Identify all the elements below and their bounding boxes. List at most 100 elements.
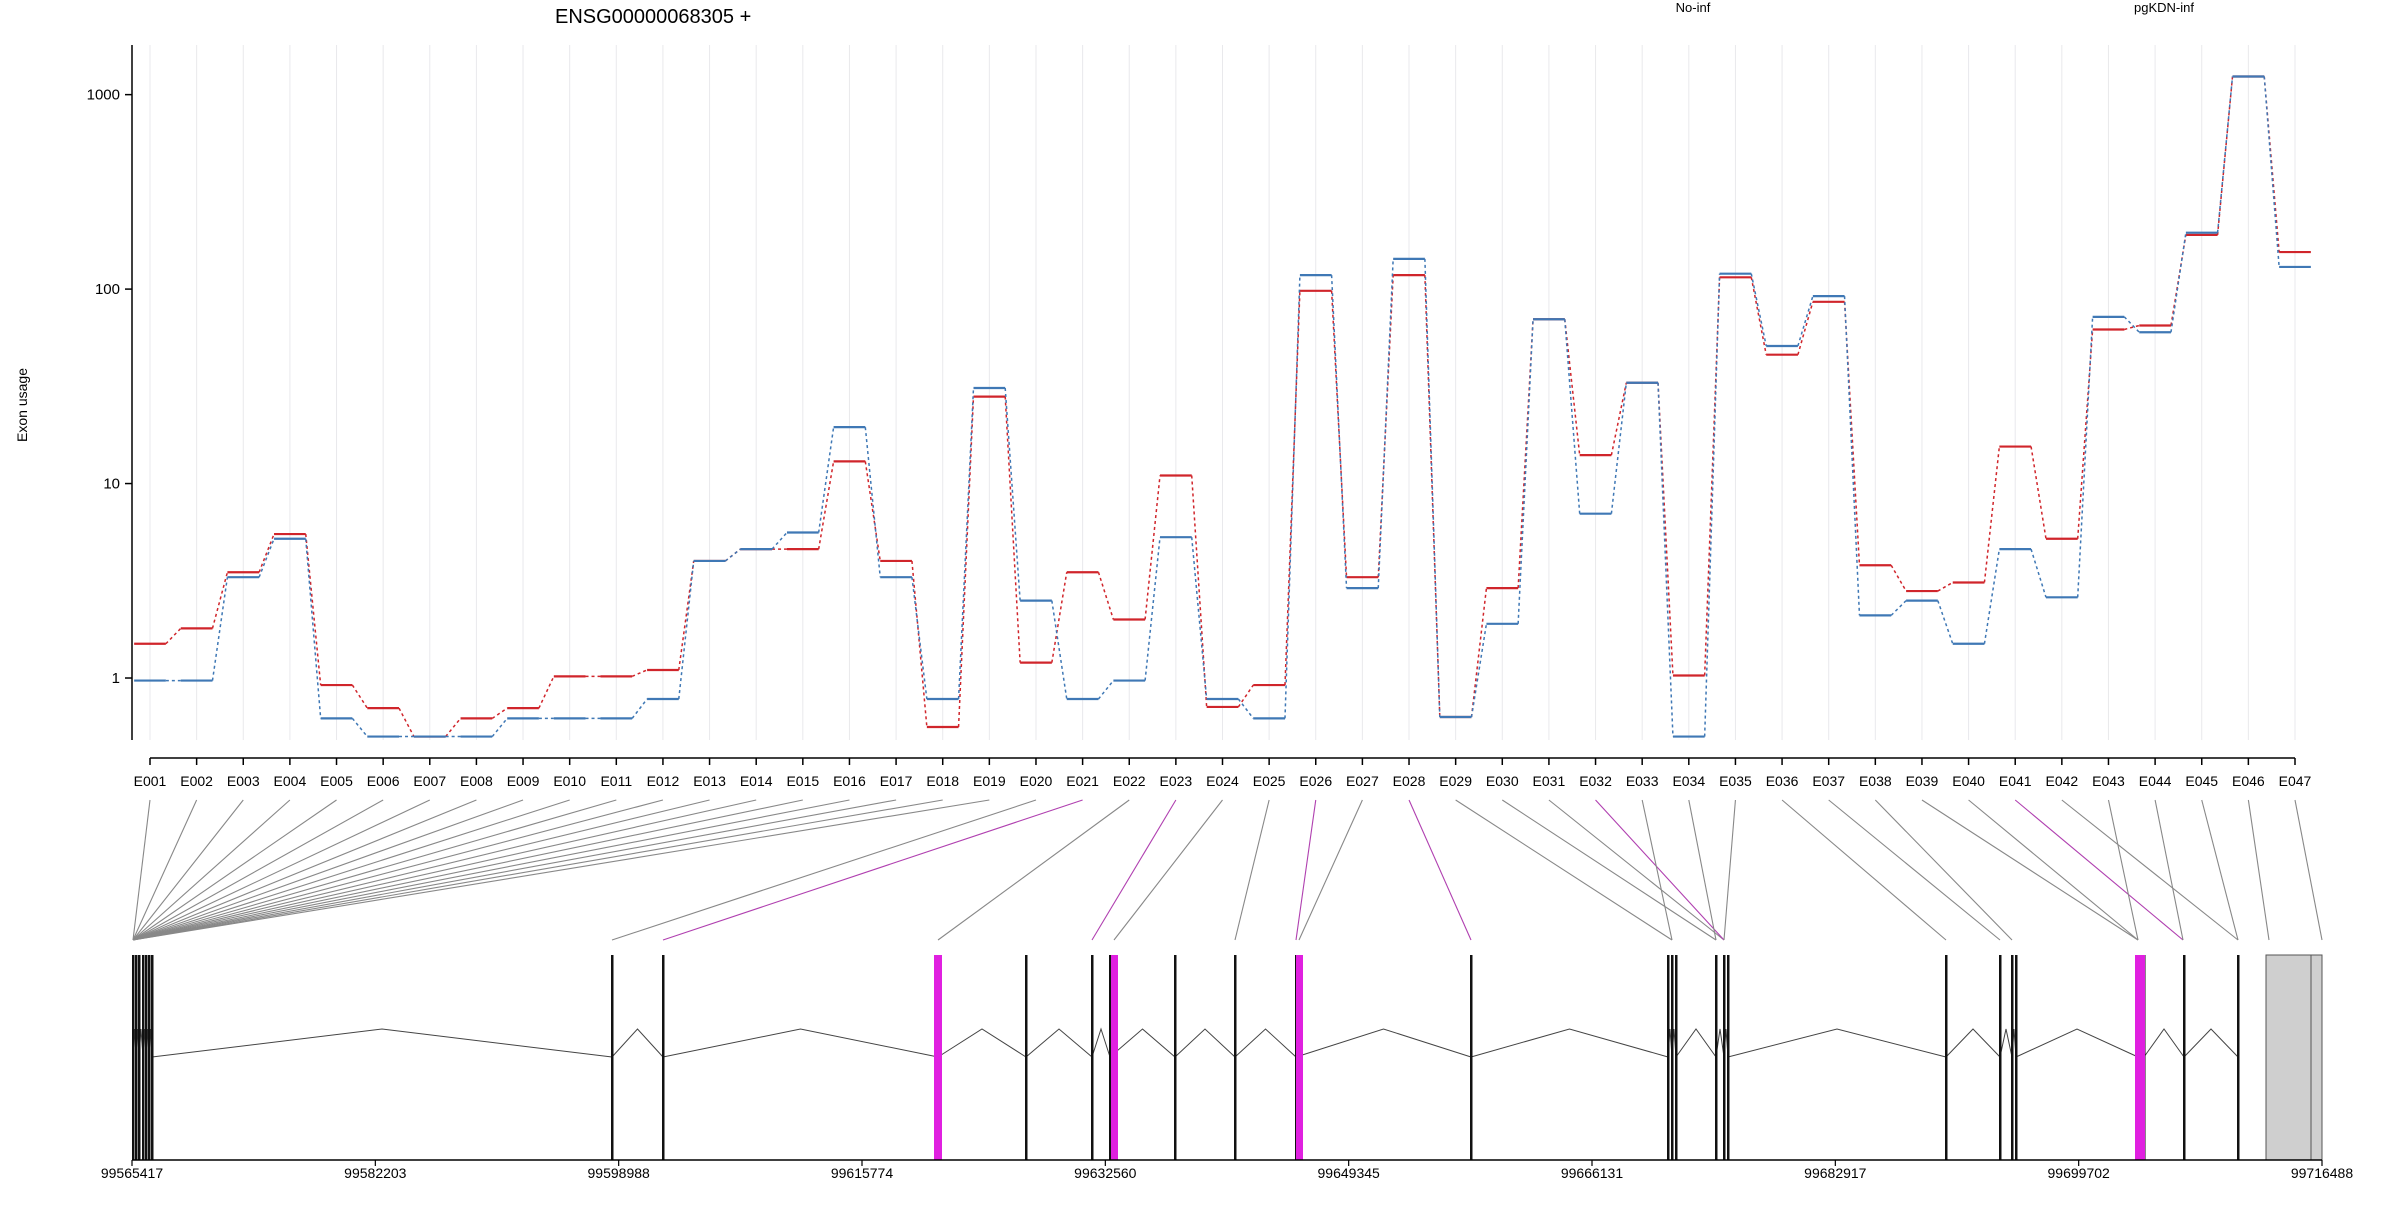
exon <box>2237 955 2240 1160</box>
exon-connector <box>132 799 897 941</box>
series-connector <box>1983 446 2001 583</box>
series-connector <box>1237 684 1254 708</box>
intron <box>1174 1028 1236 1058</box>
exon-connector <box>132 799 337 941</box>
y-tick-label: 100 <box>95 281 120 298</box>
series-connector <box>1190 475 1208 707</box>
exon-connector <box>132 799 291 941</box>
exon-connector <box>1688 799 1717 941</box>
exon <box>145 955 148 1160</box>
grid-lines <box>149 45 2296 740</box>
coordinate-label: 99565417 <box>101 1165 164 1181</box>
series-connector <box>1750 273 1767 347</box>
y-tick-label: 10 <box>103 476 120 493</box>
series-connector <box>351 684 368 709</box>
series-connector <box>351 717 368 738</box>
series-connector <box>258 533 275 573</box>
exon-connector <box>1828 799 2001 941</box>
x-tick-label-e022: E022 <box>1113 773 1146 789</box>
x-tick-label-e001: E001 <box>134 773 167 789</box>
intron <box>1470 1028 1669 1058</box>
series-connector <box>1330 275 1348 589</box>
x-tick-label-e003: E003 <box>227 773 260 789</box>
exon-connector <box>2107 799 2139 941</box>
exon <box>2011 955 2014 1160</box>
series-connector <box>1424 258 1441 718</box>
x-tick-label-e025: E025 <box>1253 773 1286 789</box>
series-connector <box>1843 301 1861 566</box>
intron <box>1675 1028 1717 1058</box>
exon-highlighted <box>1111 955 1118 1160</box>
coordinate-label: 99615774 <box>831 1165 894 1181</box>
intron <box>1025 1028 1093 1058</box>
x-tick-label-e013: E013 <box>693 773 726 789</box>
series-connector <box>1610 382 1628 456</box>
x-tick-label-e041: E041 <box>1999 773 2032 789</box>
exon-connector <box>2294 799 2323 941</box>
exon-connector <box>1455 799 1673 941</box>
x-tick-label-e043: E043 <box>2092 773 2125 789</box>
exon-connector <box>1091 799 1177 941</box>
intron <box>2143 1028 2185 1058</box>
exon <box>151 955 154 1160</box>
exon-connector <box>132 799 803 941</box>
x-tick-label-e012: E012 <box>647 773 680 789</box>
genomic-coordinate-axis: 99565417 99582203 99598988 99615774 99632560… <box>101 1159 2353 1181</box>
x-tick-label-e019: E019 <box>973 773 1006 789</box>
intron <box>2183 1028 2239 1058</box>
exon <box>1667 955 1670 1160</box>
exon-connector <box>132 799 943 941</box>
series-connector <box>1097 680 1114 700</box>
exon <box>1999 955 2002 1160</box>
series-connector <box>2123 316 2140 333</box>
exon <box>662 955 665 1160</box>
exon-connector <box>132 799 570 941</box>
exon <box>611 955 614 1160</box>
coordinate-label: 99582203 <box>344 1165 407 1181</box>
x-tick-label-e035: E035 <box>1719 773 1752 789</box>
series-connector <box>1750 277 1767 355</box>
series-connector <box>817 461 835 550</box>
exon-connector <box>132 799 757 941</box>
x-tick-label-e016: E016 <box>833 773 866 789</box>
exon-connector <box>1968 799 2139 941</box>
series-connector <box>1937 581 1954 592</box>
coordinate-label: 99682917 <box>1804 1165 1867 1181</box>
series-connector <box>165 627 182 645</box>
series-connector <box>1284 275 1301 719</box>
coordinate-label: 99649345 <box>1318 1165 1381 1181</box>
series-connector <box>211 577 229 681</box>
series-connector <box>2216 76 2234 233</box>
exon <box>1715 955 1718 1160</box>
exon <box>138 955 141 1160</box>
intron <box>1295 1028 1472 1058</box>
exon-connector <box>132 799 710 941</box>
series-connector <box>1097 571 1115 620</box>
exon-connector <box>132 799 850 941</box>
x-tick-label-e047: E047 <box>2279 773 2312 789</box>
x-tick-label-e028: E028 <box>1393 773 1426 789</box>
x-tick-label-e018: E018 <box>926 773 959 789</box>
exon <box>1675 955 1678 1160</box>
coordinate-label: 99632560 <box>1074 1165 1137 1181</box>
exon-connector <box>132 799 198 941</box>
x-tick-label-e005: E005 <box>320 773 353 789</box>
exon-highlighted <box>2138 955 2145 1160</box>
x-tick-label-e009: E009 <box>507 773 540 789</box>
series-connector <box>445 717 462 738</box>
coordinate-label: 99699702 <box>2048 1165 2111 1181</box>
series-connector <box>2030 548 2047 598</box>
x-tick-label-e014: E014 <box>740 773 773 789</box>
series-connector <box>1144 475 1161 620</box>
x-tick-label-e036: E036 <box>1766 773 1799 789</box>
x-tick-label-e030: E030 <box>1486 773 1519 789</box>
intron <box>1999 1028 2013 1058</box>
exon-terminal <box>2265 954 2323 1161</box>
x-tick-label-e034: E034 <box>1672 773 1705 789</box>
series-connector <box>2263 76 2280 267</box>
x-tick-label-e037: E037 <box>1812 773 1845 789</box>
exon-connector-lines <box>132 799 2323 941</box>
x-tick-label-e020: E020 <box>1020 773 1053 789</box>
exon-connector <box>132 799 431 941</box>
